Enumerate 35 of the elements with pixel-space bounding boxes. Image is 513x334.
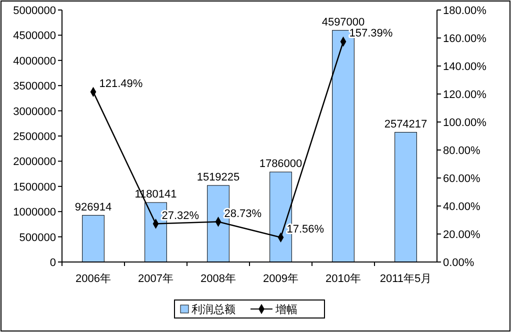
legend-label: 增幅 (274, 304, 298, 316)
x-tick-label: 2007年 (138, 273, 174, 285)
y2-tick-label: 80.00% (443, 145, 481, 157)
x-tick-label: 2009年 (263, 273, 298, 285)
x-tick-label: 2010年 (326, 273, 361, 285)
y2-tick-label: 20.00% (443, 229, 481, 241)
y2-tick-label: 60.00% (443, 173, 481, 185)
data-label: 926914 (74, 201, 112, 214)
y-tick-label: 3000000 (13, 106, 56, 118)
y-tick-label: 5000000 (13, 5, 56, 17)
y-tick-label: 2000000 (13, 156, 56, 168)
y2-tick-label: 0.00% (443, 257, 474, 269)
y-tick-label: 500000 (19, 232, 56, 244)
y2-tick-label: 160.00% (443, 33, 487, 45)
data-label: 121.49% (99, 78, 143, 90)
y-tick-label: 0 (50, 257, 56, 269)
data-label: 2574217 (384, 118, 428, 130)
data-label: 1519225 (196, 171, 240, 184)
y-tick-label: 1000000 (13, 206, 56, 219)
y2-tick-label: 100.00% (443, 117, 487, 129)
x-tick-label: 2006年 (76, 273, 111, 285)
data-label: 1786000 (259, 158, 302, 170)
y-tick-label: 1500000 (13, 181, 56, 194)
y2-tick-label: 180.00% (443, 5, 487, 17)
y-tick-label: 4000000 (13, 55, 56, 68)
data-label: 4597000 (322, 16, 365, 28)
y-tick-label: 4500000 (13, 30, 56, 42)
y2-tick-label: 140.00% (443, 61, 487, 73)
y2-tick-label: 120.00% (443, 89, 487, 101)
y-tick-label: 2500000 (13, 131, 56, 143)
x-tick-label: 2011年5月 (380, 273, 432, 285)
x-tick-label: 2008年 (200, 273, 236, 285)
legend-label: 利润总额 (192, 303, 236, 316)
y2-tick-label: 40.00% (443, 201, 481, 213)
y-tick-label: 3500000 (13, 80, 56, 93)
